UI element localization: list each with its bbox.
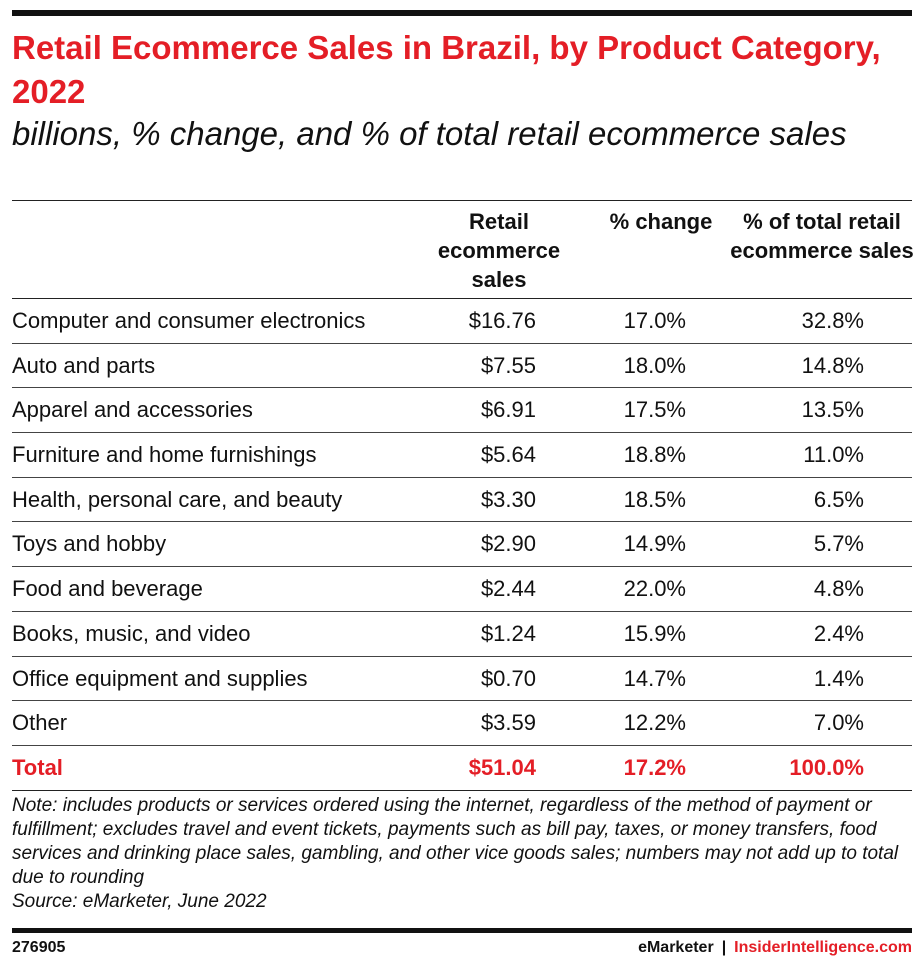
row-label: Furniture and home furnishings xyxy=(12,442,317,468)
table-row: Auto and parts $7.55 18.0% 14.8% xyxy=(12,344,912,389)
cell-sales: $16.76 xyxy=(468,308,536,333)
cell-sales: $1.24 xyxy=(480,620,536,646)
row-label: Auto and parts xyxy=(12,352,156,378)
cell-share: 2.4% xyxy=(813,620,864,646)
cell-change: 18.8% xyxy=(623,442,686,468)
cell-sales: $0.70 xyxy=(480,665,536,691)
cell-share: 13.5% xyxy=(801,397,864,423)
row-label: Total xyxy=(12,754,63,780)
cell-share: 4.8% xyxy=(813,576,864,602)
cell-share: 7.0% xyxy=(813,710,864,736)
cell-change: 12.2% xyxy=(623,710,686,736)
cell-change: 17.5% xyxy=(623,397,686,423)
table-row: Office equipment and supplies $0.70 14.7% 1… xyxy=(12,657,912,702)
cell-share: 14.8% xyxy=(801,352,864,378)
bottom-rule xyxy=(12,928,912,933)
top-rule xyxy=(12,10,912,16)
cell-change: 22.0% xyxy=(623,576,686,602)
cell-change: 18.5% xyxy=(623,486,686,512)
note-text: Note: includes products or services orde… xyxy=(12,795,899,888)
table-row: Food and beverage $2.44 22.0% 4.8% xyxy=(12,567,912,612)
column-header-change: % change xyxy=(609,209,713,234)
source-text: Source: eMarketer, June 2022 xyxy=(12,891,267,912)
chart-title: Retail Ecommerce Sales in Brazil, by Pro… xyxy=(12,29,881,110)
cell-change: 18.0% xyxy=(623,352,686,378)
cell-change: 14.9% xyxy=(623,531,686,557)
table-row: Apparel and accessories $6.91 17.5% 13.5% xyxy=(12,388,912,434)
cell-sales: $2.44 xyxy=(480,576,536,602)
row-label: Office equipment and supplies xyxy=(12,665,308,691)
brand-separator: | xyxy=(721,939,727,956)
chart-subtitle: billions, % change, and % of total retai… xyxy=(12,115,847,152)
table-row: Computer and consumer electronics $16.76 1… xyxy=(12,299,912,344)
row-label: Computer and consumer electronics xyxy=(12,308,366,333)
cell-sales: $6.91 xyxy=(480,397,536,423)
cell-share: 100.0% xyxy=(789,754,864,780)
row-label: Food and beverage xyxy=(12,576,203,602)
chart-note: Note: includes products or services orde… xyxy=(12,794,912,914)
table-row: Health, personal care, and beauty $3.30 18… xyxy=(12,478,912,523)
cell-share: 5.7% xyxy=(813,531,864,557)
column-header-share: % of total retail ecommerce sales xyxy=(730,209,914,263)
cell-change: 15.9% xyxy=(623,620,686,646)
cell-share: 1.4% xyxy=(813,665,864,691)
table-row: Books, music, and video $1.24 15.9% 2.4% xyxy=(12,612,912,657)
chart-id: 276905 xyxy=(12,939,66,956)
table-row: Other $3.59 12.2% 7.0% xyxy=(12,701,912,746)
row-label: Health, personal care, and beauty xyxy=(12,486,343,512)
table-body: Computer and consumer electronics $16.76 1… xyxy=(12,299,912,746)
cell-change: 14.7% xyxy=(623,665,686,691)
brand-emarketer: eMarketer xyxy=(638,939,714,956)
table-row-total: Total $51.04 17.2% 100.0% xyxy=(12,746,912,791)
cell-sales: $3.59 xyxy=(480,710,536,736)
column-header-sales: Retail ecommerce sales xyxy=(437,209,561,292)
cell-change: 17.2% xyxy=(623,754,686,780)
cell-sales: $7.55 xyxy=(480,352,536,378)
cell-sales: $3.30 xyxy=(480,486,536,512)
cell-share: 11.0% xyxy=(803,442,864,468)
cell-change: 17.0% xyxy=(623,308,686,333)
row-label: Other xyxy=(12,710,68,736)
table-header: Retail ecommerce sales % change % of tot… xyxy=(12,201,914,299)
row-label: Toys and hobby xyxy=(12,531,167,557)
cell-share: 32.8% xyxy=(801,308,864,333)
cell-sales: $2.90 xyxy=(480,531,536,557)
brand-insider-intelligence: InsiderIntelligence.com xyxy=(734,939,912,956)
brand-footer: eMarketer | InsiderIntelligence.com xyxy=(638,938,912,958)
row-label: Apparel and accessories xyxy=(12,397,253,423)
data-table: Retail ecommerce sales % change % of tot… xyxy=(12,200,914,791)
cell-sales: $5.64 xyxy=(480,442,536,468)
table-row: Furniture and home furnishings $5.64 18.8%… xyxy=(12,433,912,478)
cell-share: 6.5% xyxy=(813,486,864,512)
row-label: Books, music, and video xyxy=(12,620,251,646)
cell-sales: $51.04 xyxy=(468,754,536,780)
table-row: Toys and hobby $2.90 14.9% 5.7% xyxy=(12,522,912,568)
